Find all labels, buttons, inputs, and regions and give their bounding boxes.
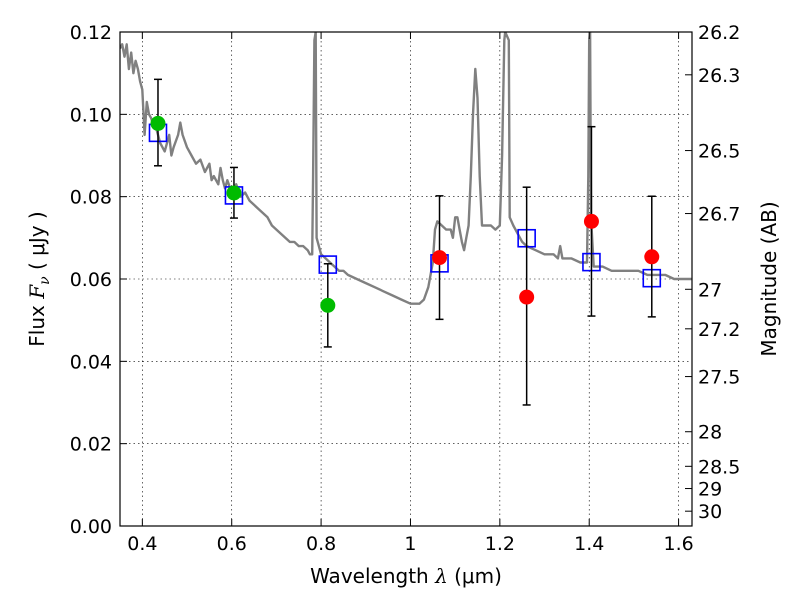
low-significance-point <box>519 289 535 305</box>
detection-point <box>150 115 166 131</box>
y2-tick-label: 27.5 <box>698 367 740 389</box>
y2-tick-label: 27.2 <box>698 319 740 341</box>
y2-tick-label: 29 <box>698 479 722 501</box>
y2-axis-title: Magnitude (AB) <box>757 201 781 356</box>
x-axis-title-prefix: Wavelength <box>310 564 435 588</box>
x-tick-label: 0.6 <box>217 533 247 555</box>
axis-ticks <box>120 31 692 527</box>
x-tick-label: 1.2 <box>485 533 515 555</box>
low-significance-point <box>432 250 448 266</box>
x-axis-title-symbol: λ <box>434 564 448 588</box>
y-axis-title-subscript: ν <box>37 276 53 285</box>
x-tick-label: 0.8 <box>306 533 336 555</box>
plot-area <box>120 32 692 406</box>
y-tick-label: 0.12 <box>70 22 112 44</box>
y2-tick-label: 30 <box>698 501 722 523</box>
y2-tick-label: 26.2 <box>698 22 740 44</box>
detection-point <box>320 297 336 313</box>
x-axis-title-unit: (μm) <box>448 564 502 588</box>
y2-tick-label: 28 <box>698 422 722 444</box>
model-spectrum-line <box>120 32 692 305</box>
y-tick-label: 0.02 <box>70 434 112 456</box>
y2-tick-label: 26.3 <box>698 65 740 87</box>
x-axis-title: Wavelength λ (μm) <box>310 564 502 588</box>
x-tick-label: 1.4 <box>574 533 604 555</box>
y-axis-title-unit: ( μJy ) <box>25 211 49 276</box>
x-tick-label: 1 <box>404 533 416 555</box>
y2-tick-label: 27 <box>698 279 722 301</box>
low-significance-point <box>644 249 660 265</box>
y-tick-label: 0.08 <box>70 187 112 209</box>
low-significance-point <box>583 213 599 229</box>
y-tick-label: 0.10 <box>70 104 112 126</box>
y2-tick-label: 26.5 <box>698 141 740 163</box>
x-tick-label: 1.6 <box>663 533 693 555</box>
grid-lines <box>120 31 692 527</box>
detection-point <box>226 185 242 201</box>
tick-labels: 0.4 0.6 0.8 1 1.2 1.4 1.6 0.00 0.02 0.04 0.06 0.08 0… <box>70 22 741 555</box>
y-tick-label: 0.04 <box>70 351 112 373</box>
y-tick-label: 0.00 <box>70 516 112 538</box>
y2-tick-label: 26.7 <box>698 204 740 226</box>
y-axis-title-symbol: F <box>25 284 49 300</box>
x-tick-label: 0.4 <box>127 533 157 555</box>
y-axis-title: Flux Fν ( μJy ) <box>25 211 53 346</box>
y-axis-title-prefix: Flux <box>25 299 49 347</box>
y-tick-label: 0.06 <box>70 269 112 291</box>
y2-tick-label: 28.5 <box>698 456 740 478</box>
